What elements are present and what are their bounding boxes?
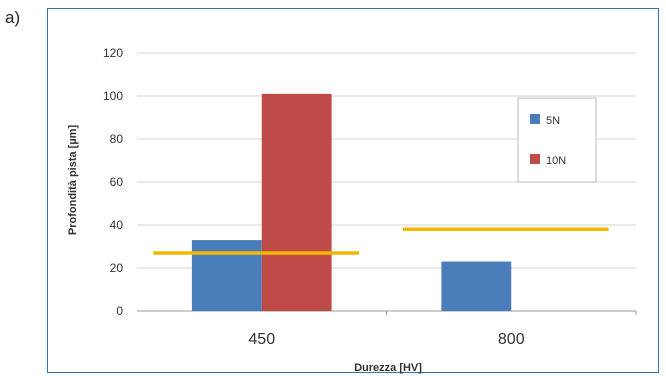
chart-frame bbox=[47, 8, 659, 373]
bar-5N-800 bbox=[441, 261, 512, 311]
legend: 5N 10N bbox=[517, 97, 597, 183]
y-axis-label: Profondità pista [µm] bbox=[67, 125, 79, 236]
bar-10N-450 bbox=[261, 93, 332, 311]
reference-lines bbox=[153, 227, 609, 255]
legend-swatch-5N bbox=[530, 114, 540, 124]
legend-swatch-10N bbox=[530, 154, 540, 164]
y-tick-label: 120 bbox=[103, 46, 123, 60]
y-tick-label: 20 bbox=[110, 261, 124, 275]
y-tick-label: 0 bbox=[116, 304, 123, 318]
panel-label: a) bbox=[5, 8, 21, 27]
legend-label: 5N bbox=[546, 115, 560, 127]
legend-box bbox=[517, 97, 597, 183]
y-tick-labels: 0 20 40 60 80 100 120 bbox=[103, 46, 123, 318]
x-tick-label: 450 bbox=[248, 331, 275, 348]
x-axis-label: Durezza [HV] bbox=[354, 362, 422, 374]
y-tick-label: 40 bbox=[110, 218, 124, 232]
y-tick-label: 60 bbox=[110, 175, 124, 189]
legend-label: 10N bbox=[546, 155, 566, 167]
bar-5N-450 bbox=[191, 240, 262, 311]
y-tick-label: 80 bbox=[110, 132, 124, 146]
bars bbox=[191, 93, 512, 311]
x-tick-labels: 450 800 bbox=[248, 331, 524, 348]
y-tick-label: 100 bbox=[103, 89, 123, 103]
x-tick-label: 800 bbox=[498, 331, 525, 348]
